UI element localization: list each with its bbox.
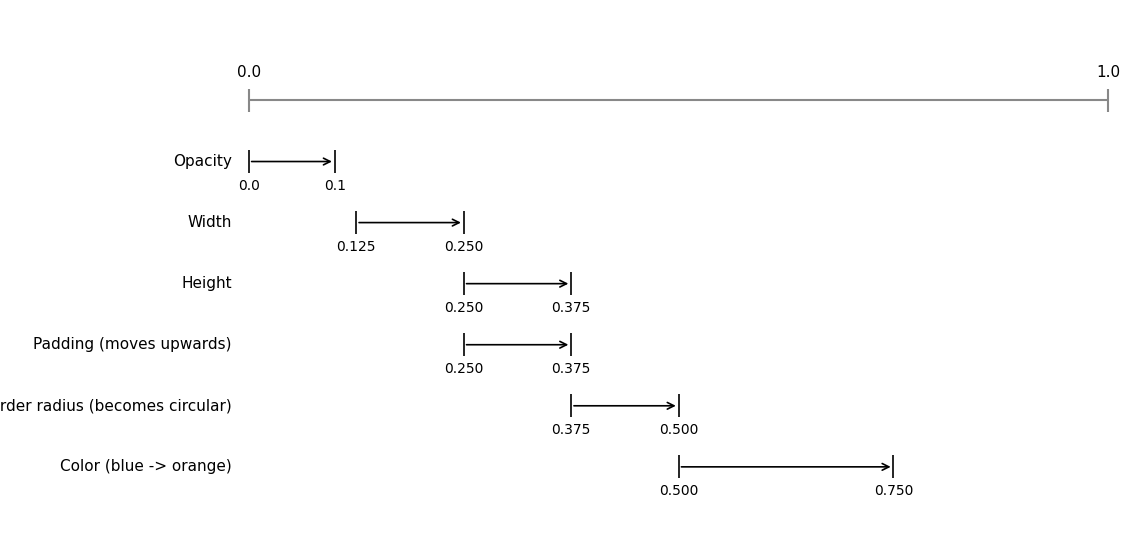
Text: 0.0: 0.0 — [236, 65, 261, 80]
Text: 0.375: 0.375 — [552, 362, 590, 376]
Text: 0.750: 0.750 — [874, 484, 913, 498]
Text: Padding (moves upwards): Padding (moves upwards) — [33, 337, 232, 352]
Text: 0.375: 0.375 — [552, 424, 590, 437]
Text: Width: Width — [188, 215, 232, 230]
Text: 0.250: 0.250 — [444, 362, 483, 376]
Text: Opacity: Opacity — [173, 154, 232, 169]
Text: 0.125: 0.125 — [337, 240, 375, 254]
Text: 1.0: 1.0 — [1096, 65, 1121, 80]
Text: Height: Height — [181, 276, 232, 291]
Text: 0.500: 0.500 — [659, 484, 698, 498]
Text: 0.250: 0.250 — [444, 301, 483, 315]
Text: 0.375: 0.375 — [552, 301, 590, 315]
Text: 0.250: 0.250 — [444, 240, 483, 254]
Text: Border radius (becomes circular): Border radius (becomes circular) — [0, 398, 232, 413]
Text: 0.500: 0.500 — [659, 424, 698, 437]
Text: Color (blue -> orange): Color (blue -> orange) — [60, 459, 232, 475]
Text: 0.1: 0.1 — [323, 179, 346, 193]
Text: 0.0: 0.0 — [238, 179, 260, 193]
